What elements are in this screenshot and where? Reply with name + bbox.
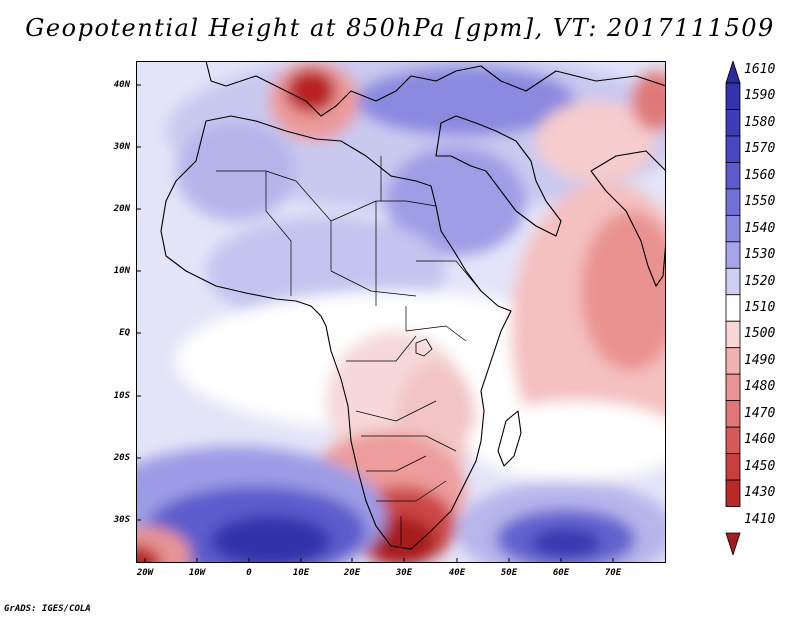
field-atlantic-high-core	[211, 516, 331, 563]
legend-label: 1540	[744, 220, 776, 236]
legend-swatch	[725, 135, 741, 163]
legend-swatch	[725, 426, 741, 454]
legend-label: 1590	[744, 88, 776, 104]
legend-label: 1490	[744, 352, 776, 368]
lat-label-eq: EQ	[119, 328, 130, 338]
field-india-red	[581, 211, 666, 371]
legend-swatch	[725, 479, 741, 507]
lon-label-0: 0	[246, 568, 252, 578]
legend-label: 1430	[744, 485, 776, 501]
lon-label-10e: 10E	[292, 568, 310, 578]
legend-swatch	[725, 294, 741, 322]
legend-top-arrow	[725, 61, 741, 84]
africa-coastline	[160, 115, 512, 550]
lon-label-40e: 40E	[448, 568, 466, 578]
legend-label: 1560	[744, 167, 776, 183]
lat-label-30n: 30N	[113, 142, 130, 152]
legend-label: 1580	[744, 114, 776, 130]
legend-label: 1470	[744, 405, 776, 421]
legend-swatch	[725, 109, 741, 137]
india-coastline	[590, 150, 666, 287]
legend-swatch	[725, 267, 741, 296]
lon-label-20e: 20E	[343, 568, 361, 578]
geopotential-map	[136, 61, 666, 563]
field-ocean-white	[466, 401, 666, 481]
legend-swatch	[725, 400, 741, 428]
legend-swatch	[725, 214, 741, 243]
legend-label: 1450	[744, 458, 776, 474]
legend-swatch	[725, 82, 741, 110]
legend-label: 1410	[744, 511, 776, 527]
lat-label-40n: 40N	[113, 80, 130, 90]
legend-bottom-arrow	[725, 532, 741, 555]
legend-swatch	[725, 320, 741, 349]
field-turkey-blue	[356, 66, 576, 136]
legend-label: 1510	[744, 300, 776, 315]
chart-title: Geopotential Height at 850hPa [gpm], VT:…	[25, 14, 775, 42]
lat-label-10s: 10S	[113, 391, 130, 401]
lat-label-10n: 10N	[113, 266, 130, 276]
lon-label-70e: 70E	[604, 568, 622, 578]
lon-label-60e: 60E	[552, 568, 570, 578]
field-himalaya-red	[631, 71, 666, 131]
grads-credit: GrADS: IGES/COLA	[4, 604, 91, 614]
legend-swatch	[725, 162, 741, 190]
field-sw-low-red	[136, 545, 161, 563]
lat-label-20n: 20N	[113, 204, 130, 214]
lat-label-30s: 30S	[113, 515, 130, 525]
europe-coastline	[205, 61, 666, 117]
legend-label: 1610	[744, 61, 776, 77]
arabia-coastline	[435, 115, 562, 237]
lon-label-50e: 50E	[500, 568, 518, 578]
lon-label-10w: 10W	[188, 568, 206, 578]
legend-label: 1530	[744, 247, 776, 263]
legend-label: 1500	[744, 326, 776, 342]
lon-label-20w: 20W	[136, 568, 154, 578]
legend-label: 1480	[744, 379, 776, 395]
legend-label: 1570	[744, 141, 776, 157]
border-lines	[216, 156, 482, 546]
legend-swatch	[725, 347, 741, 375]
madagascar-coastline	[497, 410, 522, 467]
legend-label: 1550	[744, 194, 776, 210]
legend-label: 1520	[744, 273, 776, 289]
lon-label-30e: 30E	[395, 568, 413, 578]
legend-swatch	[725, 453, 741, 481]
field-indian-high-core	[531, 528, 601, 558]
field-med-red	[286, 69, 336, 113]
lat-label-20s: 20S	[113, 453, 130, 463]
lake-victoria	[415, 338, 433, 357]
legend-label: 1460	[744, 432, 776, 448]
legend-swatch	[725, 241, 741, 269]
field-libya-blue	[386, 146, 526, 256]
legend-swatch	[725, 188, 741, 216]
legend-swatch	[725, 373, 741, 402]
field-iran-pink	[536, 101, 656, 181]
legend-colorbar	[725, 61, 741, 555]
